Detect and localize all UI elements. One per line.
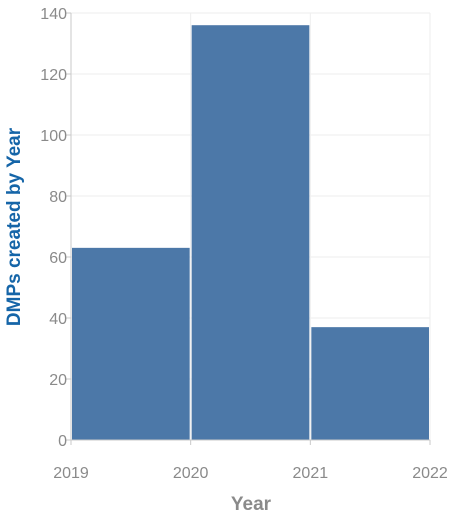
y-tick-label: 20	[49, 372, 67, 389]
tick-labels: 0 20 40 60 80 100 120 140 2019 2020 2021 2022	[40, 6, 448, 482]
x-tick-label: 2019	[53, 465, 89, 482]
x-tick-label: 2020	[173, 465, 209, 482]
y-tick-label: 120	[40, 67, 67, 84]
axes	[66, 12, 431, 445]
y-axis-title: DMPs created by Year	[4, 127, 25, 326]
y-tick-label: 60	[49, 250, 67, 267]
y-tick-label: 100	[40, 128, 67, 145]
x-axis-title: Year	[231, 494, 272, 515]
bar	[72, 247, 190, 440]
y-tick-label: 40	[49, 311, 67, 328]
bars	[72, 25, 429, 440]
y-tick-label: 0	[58, 433, 67, 450]
x-tick-label: 2021	[293, 465, 329, 482]
x-tick-label: 2022	[412, 465, 448, 482]
y-tick-label: 140	[40, 6, 67, 23]
y-tick-label: 80	[49, 189, 67, 206]
bar	[191, 25, 310, 440]
bar	[311, 327, 429, 440]
